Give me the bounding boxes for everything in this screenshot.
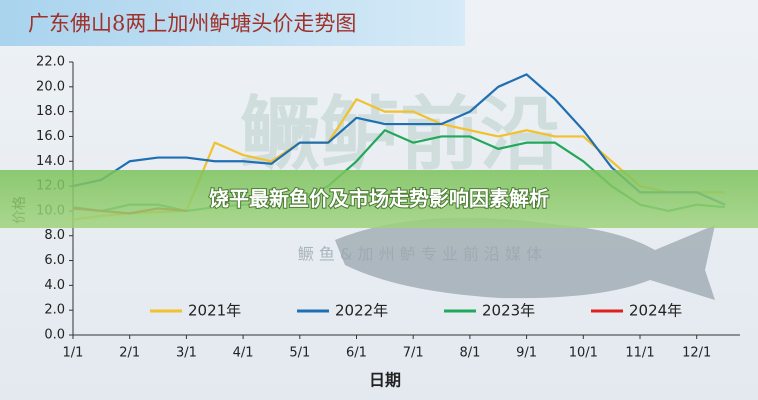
title-bar bbox=[0, 0, 465, 46]
chart-title: 广东佛山8两上加州鲈塘头价走势图 bbox=[28, 12, 356, 36]
y-tick-label: 16.0 bbox=[36, 129, 65, 144]
y-tick-label: 18.0 bbox=[36, 104, 65, 119]
y-tick-label: 8.0 bbox=[44, 228, 65, 243]
legend-label: 2022年 bbox=[335, 302, 388, 320]
y-tick-label: 22.0 bbox=[36, 55, 65, 70]
y-tick-label: 6.0 bbox=[44, 253, 65, 268]
x-tick-label: 8/1 bbox=[459, 346, 480, 361]
y-tick-label: 14.0 bbox=[36, 154, 65, 169]
x-tick-label: 9/1 bbox=[516, 346, 537, 361]
x-tick-label: 1/1 bbox=[63, 346, 84, 361]
x-tick-label: 10/1 bbox=[569, 346, 598, 361]
legend-label: 2021年 bbox=[188, 302, 241, 320]
legend-label: 2023年 bbox=[482, 302, 535, 320]
x-tick-label: 5/1 bbox=[289, 346, 310, 361]
x-tick-label: 12/1 bbox=[682, 346, 711, 361]
banner-text: 饶平最新鱼价及市场走势影响因素解析 bbox=[209, 187, 549, 211]
x-tick-label: 11/1 bbox=[625, 346, 654, 361]
x-axis-label: 日期 bbox=[369, 371, 401, 390]
fish bbox=[335, 217, 715, 300]
y-tick-label: 20.0 bbox=[36, 79, 65, 94]
x-tick-label: 6/1 bbox=[346, 346, 367, 361]
x-tick-label: 4/1 bbox=[233, 346, 254, 361]
y-tick-label: 0.0 bbox=[44, 328, 65, 343]
x-tick-label: 7/1 bbox=[403, 346, 424, 361]
y-tick-label: 2.0 bbox=[44, 303, 65, 318]
banner-band bbox=[0, 170, 758, 228]
legend-label: 2024年 bbox=[629, 302, 682, 320]
x-tick-label: 2/1 bbox=[119, 346, 140, 361]
x-tick-label: 3/1 bbox=[176, 346, 197, 361]
y-tick-label: 4.0 bbox=[44, 278, 65, 293]
